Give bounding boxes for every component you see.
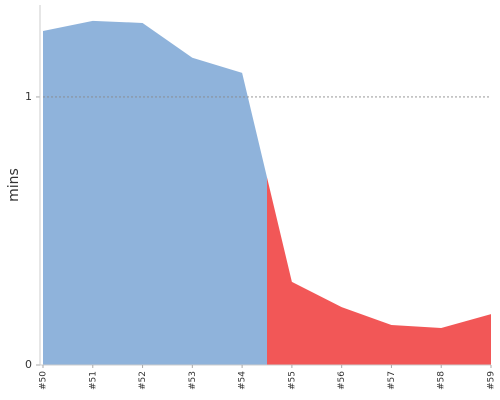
y-tick-label: 0 [25, 358, 32, 371]
x-tick-label: #58 [437, 371, 447, 390]
x-tick-label: #54 [238, 371, 248, 390]
area-segment [43, 20, 267, 365]
x-tick-label: #50 [39, 371, 49, 390]
x-tick-label: #56 [337, 371, 347, 390]
x-tick-label: #52 [138, 371, 148, 390]
x-tick-label: #57 [387, 371, 397, 390]
x-tick-label: #51 [88, 371, 98, 390]
y-tick-label: 1 [25, 90, 32, 103]
x-tick-label: #59 [487, 371, 497, 390]
x-tick-label: #53 [188, 371, 198, 390]
y-axis-label: mins [6, 168, 22, 202]
x-tick-label: #55 [287, 371, 297, 390]
area-segment [267, 177, 491, 365]
